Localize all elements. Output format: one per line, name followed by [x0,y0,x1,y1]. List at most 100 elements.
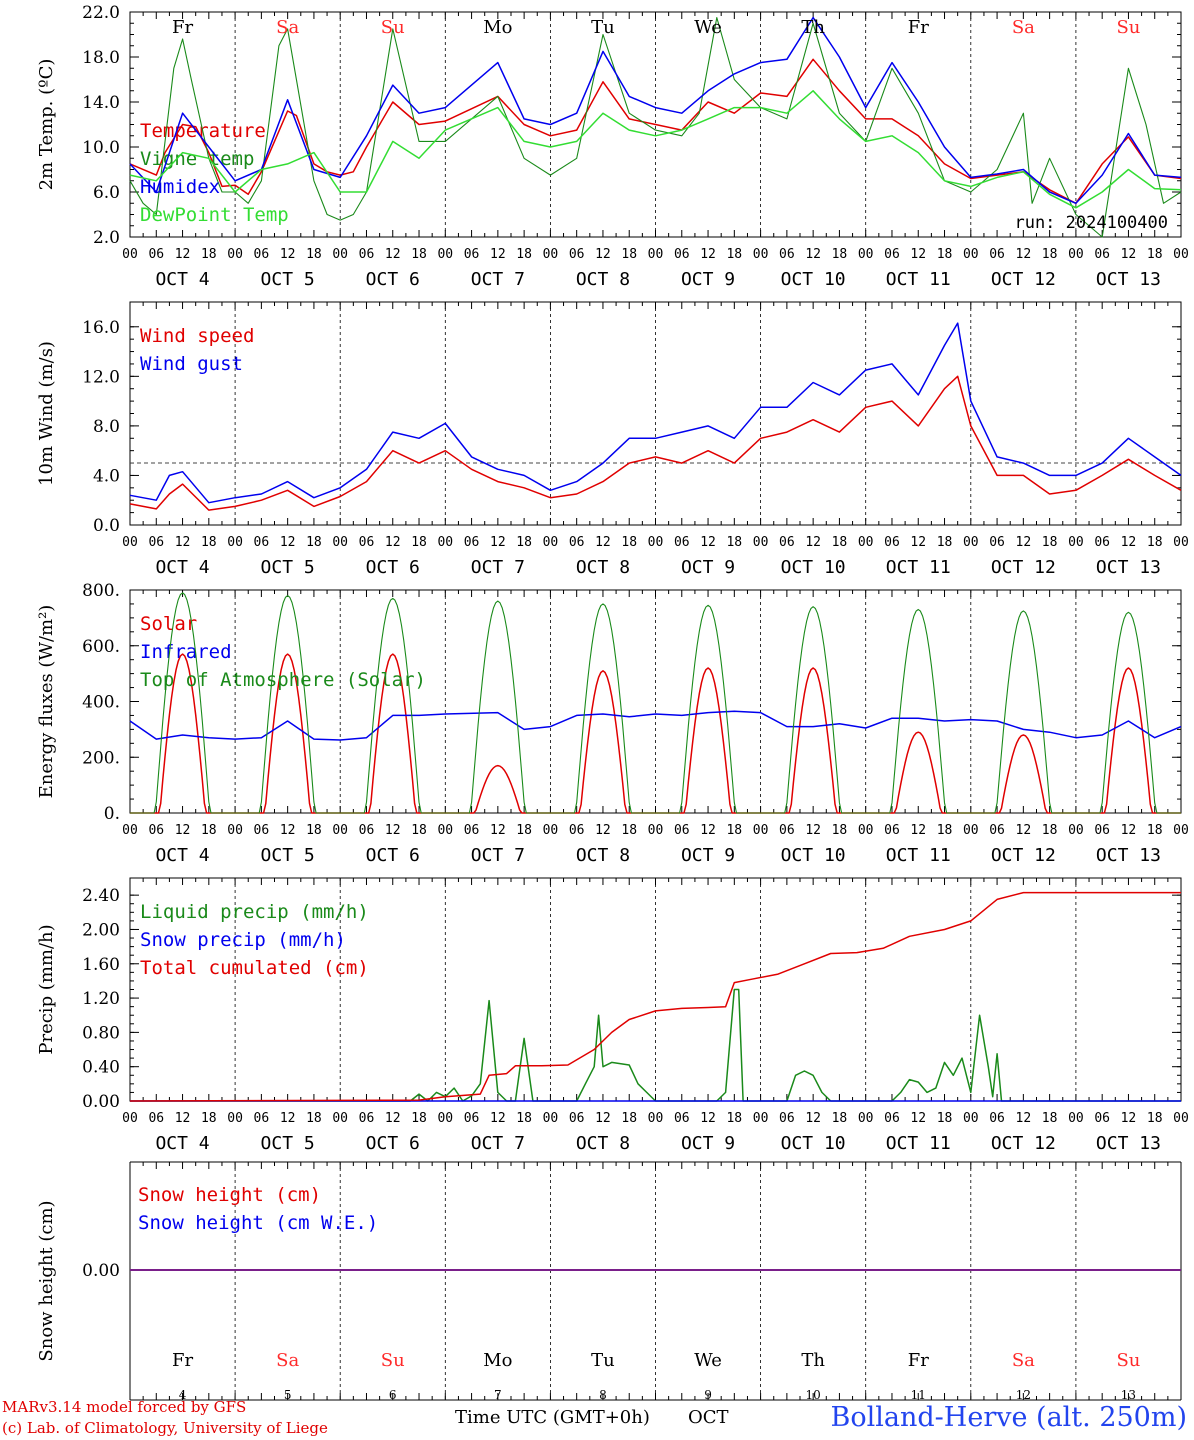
date-label: OCT 10 [781,557,846,578]
hour-label: 00 [437,1111,453,1126]
hour-label: 00 [332,823,348,838]
hour-label: 00 [648,535,664,550]
weekday-label: Sa [276,17,299,38]
hour-label: 06 [254,1111,270,1126]
hour-label: 00 [963,823,979,838]
footer-model-line: MARv3.14 model forced by GFS [2,1398,246,1416]
y-tick-label: 1.60 [82,955,120,975]
legend-solar: Solar [140,613,197,635]
hour-label: 00 [227,247,243,262]
date-label: OCT 9 [681,845,735,866]
hour-label: 18 [201,1111,217,1126]
hour-label: 12 [1121,1111,1137,1126]
hour-label: 06 [779,823,795,838]
plot-frame [129,301,1182,526]
hour-label: 12 [490,823,506,838]
hour-label: 00 [753,823,769,838]
day-number: 5 [284,1388,292,1402]
hour-label: 00 [1173,247,1189,262]
hour-label: 12 [385,823,401,838]
hour-label: 18 [201,535,217,550]
hour-label: 06 [464,535,480,550]
hour-label: 18 [516,1111,532,1126]
hour-label: 00 [1068,247,1084,262]
hour-label: 18 [832,1111,848,1126]
hour-label: 06 [989,247,1005,262]
hour-label: 18 [937,823,953,838]
weekday-label: Sa [1012,1350,1035,1371]
y-tick-label: 14.0 [82,93,120,113]
hour-label: 00 [332,535,348,550]
date-label: OCT 13 [1096,845,1161,866]
hour-label: 00 [332,247,348,262]
hour-label: 12 [595,535,611,550]
date-label: OCT 6 [366,557,420,578]
hour-label: 12 [1121,247,1137,262]
date-label: OCT 12 [991,845,1056,866]
hour-label: 18 [726,823,742,838]
hour-label: 18 [726,1111,742,1126]
hour-label: 06 [1094,823,1110,838]
panel-1: 00 06 12 18 OCT 4 00 06 12 18 OCT 5 00 06 12 18 OCT 6 0… [36,3,1189,290]
hour-label: 12 [910,247,926,262]
date-label: OCT 6 [366,1133,420,1154]
hour-label: 06 [569,535,585,550]
hour-label: 12 [1016,1111,1032,1126]
y-tick-label: 22.0 [82,3,120,23]
temperature-line [129,58,1182,205]
day-number: 8 [599,1388,607,1402]
hour-label: 12 [385,535,401,550]
hour-label: 18 [621,823,637,838]
legend-dewpoint-temp: DewPoint Temp [140,204,289,226]
date-label: OCT 6 [366,845,420,866]
date-label: OCT 9 [681,269,735,290]
day-number: 13 [1121,1388,1136,1402]
date-label: OCT 7 [471,557,525,578]
legend-total-cumulated-cm: Total cumulated (cm) [140,957,369,979]
hour-label: 18 [411,1111,427,1126]
hour-label: 18 [621,535,637,550]
y-tick-label: 6.0 [93,183,120,203]
weekday-label: Th [801,1350,825,1371]
day-number: 4 [179,1388,187,1402]
hour-label: 12 [385,247,401,262]
hour-label: 06 [884,823,900,838]
hour-label: 06 [779,1111,795,1126]
hour-label: 18 [516,823,532,838]
day-number: 12 [1016,1388,1031,1402]
weekday-label: Sa [1012,17,1035,38]
hour-label: 00 [437,823,453,838]
date-label: OCT 12 [991,269,1056,290]
hour-label: 00 [1068,823,1084,838]
y-axis-label: 10m Wind (m/s) [36,341,57,486]
date-label: OCT 11 [886,557,951,578]
hour-label: 18 [832,535,848,550]
y-tick-label: 16.0 [82,318,120,338]
hour-label: 00 [122,535,138,550]
date-label: OCT 9 [681,557,735,578]
y-tick-label: 1.20 [82,989,120,1009]
hour-label: 12 [175,535,191,550]
hour-label: 06 [359,823,375,838]
y-tick-label: 400. [82,693,120,713]
date-label: OCT 7 [471,1133,525,1154]
y-tick-label: 12.0 [82,367,120,387]
run-annotation: run: 2024100400 [1014,213,1168,233]
hour-label: 12 [700,823,716,838]
date-label: OCT 5 [261,269,315,290]
hour-label: 18 [516,247,532,262]
hour-label: 06 [359,247,375,262]
y-tick-label: 2.00 [82,920,120,940]
legend-wind-gust: Wind gust [140,353,243,375]
hour-label: 06 [148,823,164,838]
hour-label: 06 [254,247,270,262]
y-tick-label: 10.0 [82,138,120,158]
hour-label: 12 [175,247,191,262]
y-tick-label: 800. [82,581,120,601]
day-number: 11 [911,1388,926,1402]
y-tick-label: 600. [82,637,120,657]
wind-gust-line [129,322,1182,504]
y-tick-label: 0.40 [82,1058,120,1078]
hour-label: 06 [254,823,270,838]
